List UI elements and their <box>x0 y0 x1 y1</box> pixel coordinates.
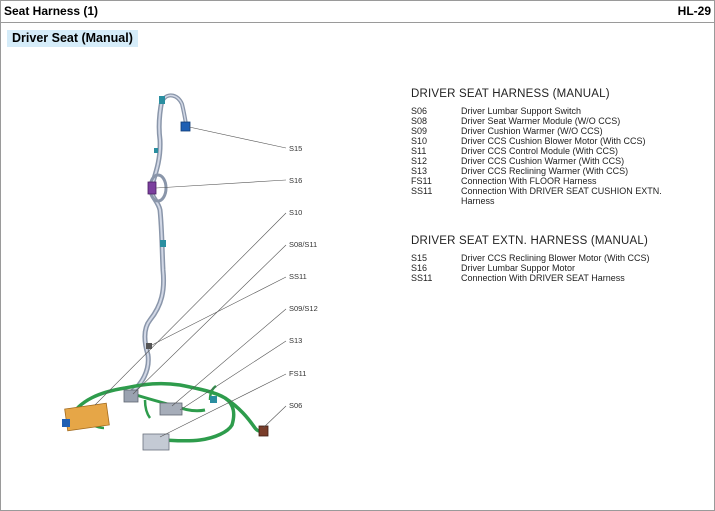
legend-desc: Driver Lumbar Support Switch <box>461 106 582 116</box>
legend-code: S09 <box>411 126 428 136</box>
connector-s09-s12 <box>159 402 183 416</box>
legend-code: S12 <box>411 156 428 166</box>
harness-loop-main <box>68 381 236 443</box>
legend-harness: DRIVER SEAT HARNESS (MANUAL) S06 Driver L… <box>411 88 696 206</box>
clip-2 <box>160 240 166 247</box>
callout-s16: S16 <box>289 176 302 185</box>
connector-s16 <box>147 181 157 195</box>
legend-desc: Driver CCS Reclining Blower Motor (With … <box>461 253 650 263</box>
callout-fs11: FS11 <box>289 369 306 378</box>
legend-desc: Connection With FLOOR Harness <box>461 176 597 186</box>
legend-desc: Driver Lumbar Suppor Motor <box>461 263 576 273</box>
connector-s08-s11 <box>123 389 139 403</box>
legend-row: SS11 Connection With DRIVER SEAT CUSHION … <box>411 186 696 206</box>
connector-top <box>159 96 165 104</box>
leader-s15 <box>188 126 287 149</box>
harness-stub-b <box>143 399 152 419</box>
leader-ss11 <box>147 276 287 348</box>
legend-harness-title: DRIVER SEAT HARNESS (MANUAL) <box>411 88 610 100</box>
legend-desc: Driver CCS Cushion Blower Motor (With CC… <box>461 136 646 146</box>
leader-s09-s12 <box>171 308 287 407</box>
legend-code: SS11 <box>411 186 433 196</box>
page-title: Seat Harness (1) <box>4 4 99 18</box>
clip-1 <box>154 148 158 153</box>
leader-fs11 <box>159 373 287 438</box>
page-header: Seat Harness (1) HL-29 <box>0 0 715 23</box>
callout-s15: S15 <box>289 144 302 153</box>
callout-ss11: SS11 <box>289 272 307 281</box>
section-title: Driver Seat (Manual) <box>7 30 138 47</box>
legend-code: FS11 <box>411 176 432 186</box>
legend-code: S10 <box>411 136 428 146</box>
clip-3 <box>146 343 152 349</box>
legend-row: S10 Driver CCS Cushion Blower Motor (With… <box>411 136 696 146</box>
connector-s15 <box>180 121 191 132</box>
leader-s06 <box>262 405 287 429</box>
legend-row: S11 Driver CCS Control Module (With CCS) <box>411 146 696 156</box>
connector-fs11 <box>142 433 170 451</box>
legend-desc: Connection With DRIVER SEAT CUSHION EXTN… <box>461 186 662 206</box>
legend-row: S12 Driver CCS Cushion Warmer (With CCS) <box>411 156 696 166</box>
legend-row: SS11 Connection With DRIVER SEAT Harness <box>411 273 696 283</box>
page-code: HL-29 <box>677 4 711 18</box>
legend-desc: Driver CCS Reclining Warmer (With CCS) <box>461 166 629 176</box>
legend-code: S11 <box>411 146 427 156</box>
connector-s10 <box>64 402 110 432</box>
callout-s13: S13 <box>289 336 302 345</box>
harness-branch-s15-highlight <box>162 94 187 125</box>
legend-code: S15 <box>411 253 428 263</box>
callout-s09-s12: S09/S12 <box>289 304 318 313</box>
legend-extn-title: DRIVER SEAT EXTN. HARNESS (MANUAL) <box>411 235 649 247</box>
legend-row: S16 Driver Lumbar Suppor Motor <box>411 263 696 273</box>
callout-s10: S10 <box>289 208 302 217</box>
callout-s06: S06 <box>289 401 302 410</box>
legend-code: S16 <box>411 263 428 273</box>
legend-code: S06 <box>411 106 428 116</box>
connector-blue-left <box>62 419 70 427</box>
legend-desc: Driver Cushion Warmer (W/O CCS) <box>461 126 603 136</box>
callout-s08-s11: S08/S11 <box>289 240 317 249</box>
legend-row: S08 Driver Seat Warmer Module (W/O CCS) <box>411 116 696 126</box>
legend-desc: Driver Seat Warmer Module (W/O CCS) <box>461 116 621 126</box>
legend-code: S08 <box>411 116 428 126</box>
legend-row: S13 Driver CCS Reclining Warmer (With CCS… <box>411 166 696 176</box>
seat-back-harness <box>127 93 188 396</box>
legend-code: SS11 <box>411 273 433 283</box>
leader-s08-s11 <box>132 244 287 395</box>
legend-desc: Connection With DRIVER SEAT Harness <box>461 273 625 283</box>
clip-4 <box>210 396 217 403</box>
legend-code: S13 <box>411 166 428 176</box>
connector-s06 <box>258 425 269 437</box>
legend-row: S09 Driver Cushion Warmer (W/O CCS) <box>411 126 696 136</box>
legend-row: FS11 Connection With FLOOR Harness <box>411 176 696 186</box>
legend-extn: DRIVER SEAT EXTN. HARNESS (MANUAL) S15 Dr… <box>411 235 696 283</box>
legend-desc: Driver CCS Control Module (With CCS) <box>461 146 619 156</box>
leader-s10 <box>94 212 287 406</box>
leader-s13 <box>179 340 287 411</box>
leader-s16 <box>155 179 287 189</box>
legend-row: S15 Driver CCS Reclining Blower Motor (Wi… <box>411 253 696 263</box>
legend-desc: Driver CCS Cushion Warmer (With CCS) <box>461 156 625 166</box>
leader-lines <box>94 126 287 438</box>
legend-row: S06 Driver Lumbar Support Switch <box>411 106 696 116</box>
